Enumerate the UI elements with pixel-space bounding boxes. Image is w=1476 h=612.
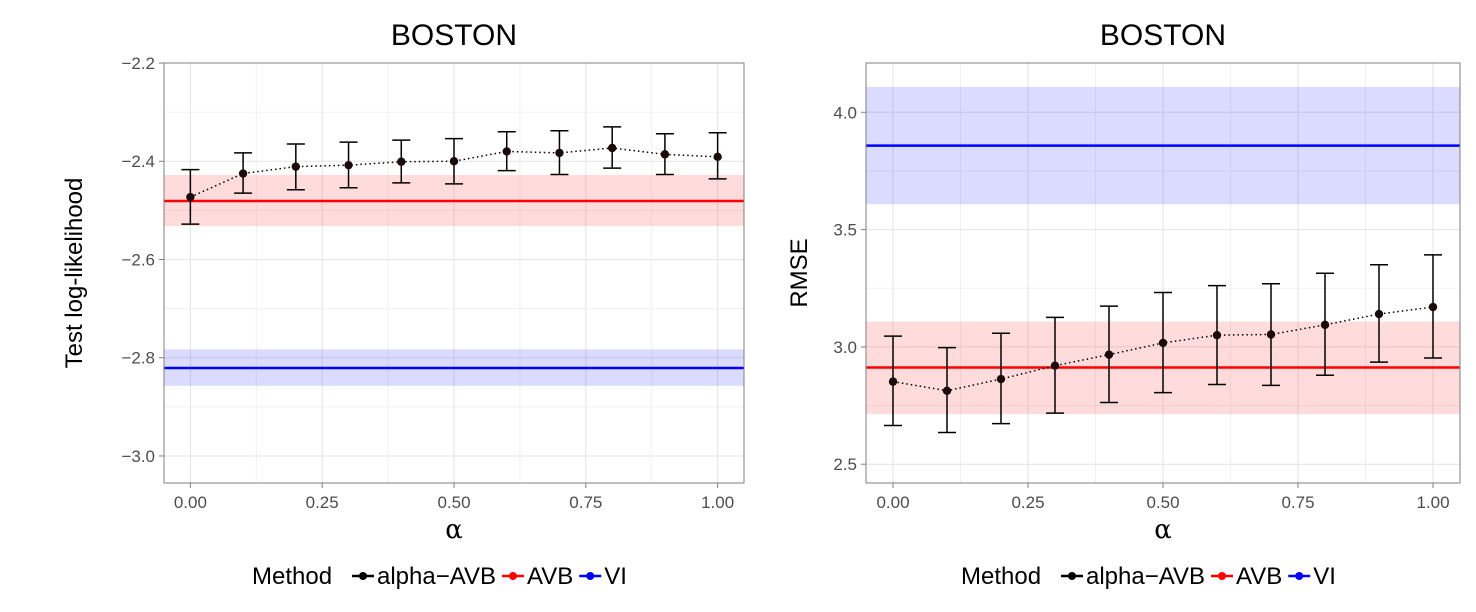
y-tick-label: −2.8 bbox=[121, 349, 155, 368]
data-point bbox=[607, 143, 617, 153]
data-point bbox=[502, 147, 511, 156]
y-axis-label: Test log-likelihood bbox=[61, 178, 88, 369]
legend-key-point bbox=[508, 572, 517, 580]
y-tick-label: 3.0 bbox=[833, 338, 857, 357]
y-axis-label: RMSE bbox=[786, 238, 813, 307]
data-point bbox=[1320, 320, 1330, 330]
panel-2: 0.00 0.25 0.50 0.75 1.00 2.5 3.0 3.5 4.0 BOSTON α R… bbox=[786, 19, 1461, 590]
x-tick-label: 0.00 bbox=[174, 493, 207, 512]
legend-label: AVB bbox=[527, 563, 573, 590]
y-tick-label: −2.2 bbox=[121, 54, 155, 73]
data-point bbox=[1428, 302, 1438, 312]
chart-title: BOSTON bbox=[1100, 19, 1226, 52]
x-tick-label: 0.50 bbox=[437, 493, 470, 512]
series-line-alpha-avb bbox=[190, 147, 718, 198]
legend-key-point bbox=[1295, 572, 1304, 580]
data-point bbox=[449, 157, 459, 166]
legend: Method alpha−AVB AVB VI bbox=[252, 563, 627, 590]
legend: Method alpha−AVB AVB VI bbox=[961, 563, 1336, 590]
legend-label: alpha−AVB bbox=[377, 563, 496, 590]
data-point bbox=[888, 377, 898, 386]
legend-label: VI bbox=[1313, 563, 1336, 590]
x-tick-label: 1.00 bbox=[701, 493, 734, 512]
y-tick-label: 3.5 bbox=[833, 221, 857, 240]
data-point bbox=[1104, 350, 1114, 359]
legend-entry-avb: AVB bbox=[501, 563, 573, 590]
legend-key-point bbox=[1217, 572, 1226, 580]
x-axis-label: α bbox=[445, 515, 463, 545]
legend-label: alpha−AVB bbox=[1086, 563, 1205, 590]
chart-title: BOSTON bbox=[391, 19, 517, 52]
data-point bbox=[996, 374, 1006, 384]
data-point bbox=[1374, 309, 1384, 319]
legend-title: Method bbox=[961, 563, 1041, 590]
data-point bbox=[186, 192, 195, 202]
legend-label: VI bbox=[604, 563, 627, 590]
legend-key-point bbox=[359, 572, 367, 580]
data-point bbox=[1158, 338, 1168, 348]
y-tick-label: 4.0 bbox=[833, 103, 857, 122]
legend-entry-vi: VI bbox=[1288, 563, 1336, 590]
legend-entry-vi: VI bbox=[579, 563, 627, 590]
legend-title: Method bbox=[252, 563, 332, 590]
y-tick-label: −2.6 bbox=[121, 250, 155, 269]
data-point bbox=[942, 386, 952, 395]
legend-key-point bbox=[586, 572, 595, 580]
axes: 0.00 0.25 0.50 0.75 1.00 2.5 3.0 3.5 4.0 bbox=[833, 103, 1449, 512]
data-point bbox=[555, 148, 564, 158]
data-point bbox=[291, 162, 301, 171]
x-tick-label: 0.25 bbox=[306, 493, 339, 512]
x-tick-label: 1.00 bbox=[1416, 493, 1449, 512]
x-axis-label: α bbox=[1154, 515, 1172, 545]
data-point bbox=[1050, 361, 1060, 370]
data-point bbox=[397, 157, 406, 166]
y-tick-label: 2.5 bbox=[833, 455, 857, 474]
plot-area bbox=[164, 126, 744, 386]
y-tick-label: −3.0 bbox=[121, 447, 155, 466]
panel-1: 0.00 0.25 0.50 0.75 1.00 −2.2 −2.4 −2.6 −2.8 −3.0… bbox=[61, 19, 745, 590]
data-point bbox=[1212, 330, 1222, 340]
plot-area bbox=[866, 86, 1460, 434]
legend-entry-avb: AVB bbox=[1210, 563, 1282, 590]
x-tick-label: 0.75 bbox=[569, 493, 602, 512]
legend-entry-alphaavb: alpha−AVB bbox=[1061, 563, 1205, 590]
x-tick-label: 0.75 bbox=[1281, 493, 1314, 512]
data-point bbox=[660, 150, 670, 159]
y-tick-label: −2.4 bbox=[121, 152, 155, 171]
data-point bbox=[238, 169, 248, 178]
data-point bbox=[1266, 330, 1276, 339]
legend-key-point bbox=[1068, 572, 1076, 580]
data-point bbox=[713, 152, 722, 162]
x-tick-label: 0.50 bbox=[1146, 493, 1179, 512]
axes: 0.00 0.25 0.50 0.75 1.00 −2.2 −2.4 −2.6 −2.8 −3.0 bbox=[121, 54, 734, 512]
x-tick-label: 0.25 bbox=[1011, 493, 1044, 512]
x-tick-label: 0.00 bbox=[876, 493, 909, 512]
legend-label: AVB bbox=[1236, 563, 1282, 590]
data-point bbox=[344, 160, 353, 170]
legend-entry-alphaavb: alpha−AVB bbox=[352, 563, 496, 590]
